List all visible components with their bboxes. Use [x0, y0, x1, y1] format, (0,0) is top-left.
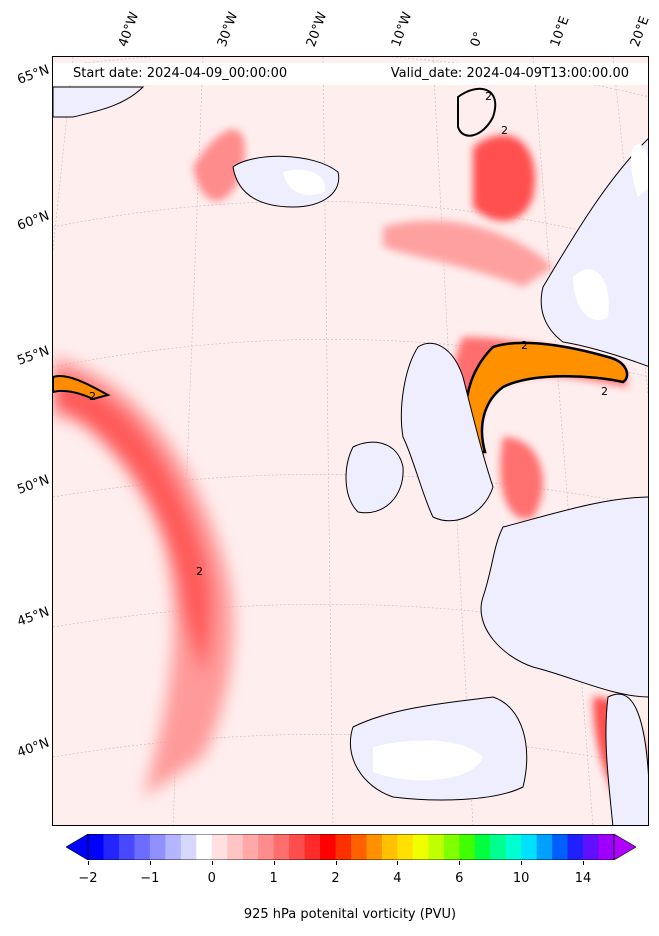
colorbar-cell [180, 834, 197, 860]
colorbar-cell [490, 834, 507, 860]
colorbar-cell [552, 834, 569, 860]
lat-label: 50°N [15, 472, 52, 498]
colorbar-extend-high [613, 834, 636, 860]
colorbar-tick-label: −2 [78, 871, 98, 886]
colorbar-tick-label: 4 [393, 871, 402, 886]
colorbar-cell [320, 834, 337, 860]
colorbar-cell [273, 834, 290, 860]
colorbar-outline [87, 834, 615, 860]
colorbar [66, 834, 636, 860]
colorbar-cell [242, 834, 259, 860]
contour-label: 2 [89, 390, 96, 403]
lon-label: 40°W [115, 10, 143, 49]
info-bar [53, 63, 648, 85]
colorbar-cell [351, 834, 367, 860]
colorbar-tick-mark [459, 861, 461, 865]
lat-label: 65°N [15, 62, 52, 88]
colorbar-tick-mark [211, 861, 213, 865]
lat-label: 55°N [15, 343, 52, 369]
pv-map: 2 2 2 2 2 2 [53, 57, 648, 825]
lat-label: 40°N [15, 735, 52, 761]
colorbar-extend-low [66, 834, 89, 860]
contour-labels: 2 2 2 2 2 2 [89, 90, 608, 578]
contour-label: 2 [521, 339, 528, 352]
colorbar-cell [88, 834, 104, 860]
colorbar-cell [289, 834, 306, 860]
colorbar-cell [118, 834, 135, 860]
snow-patches [283, 144, 648, 781]
colorbar-tick-label: 1 [269, 871, 278, 886]
lat-label: 45°N [15, 604, 52, 630]
colorbar-cell [103, 834, 120, 860]
colorbar-cell [258, 834, 275, 860]
lon-label: 20°W [303, 10, 331, 49]
colorbar-tick-label: 14 [574, 871, 592, 886]
colorbar-label: 925 hPa potenital vorticity (PVU) [243, 907, 457, 922]
colorbar-cell [134, 834, 151, 860]
colorbar-tick-mark [521, 861, 523, 865]
ireland [345, 441, 404, 514]
colorbar-cell [381, 834, 398, 860]
colorbar-tick-label: 2 [331, 871, 340, 886]
colorbar-cell [397, 834, 414, 860]
map-panel: 2 2 2 2 2 2 [52, 56, 649, 826]
scandinavia [540, 138, 648, 367]
colorbar-cell [211, 834, 228, 860]
colorbar-tick-mark [273, 861, 275, 865]
colorbar-cell [165, 834, 182, 860]
colorbar-tick-mark [397, 861, 399, 865]
lon-label: 20°E [627, 14, 653, 50]
colorbar-cell [227, 834, 244, 860]
colorbar-tick-mark [88, 861, 89, 865]
contour-label: 2 [501, 124, 508, 137]
colorbar-tick-mark [583, 861, 585, 865]
pv-contour-west [53, 375, 111, 401]
lon-label: 10°W [388, 10, 416, 49]
colorbar-cell [583, 834, 600, 860]
colorbar-tick-mark [149, 861, 151, 865]
lon-label: 30°W [214, 10, 242, 49]
colorbar-cell [412, 834, 429, 860]
colorbar-cell [567, 834, 584, 860]
colorbar-cell [598, 834, 615, 860]
colorbar-cell [443, 834, 460, 860]
colorbar-cell [366, 834, 383, 860]
colorbar-cell [521, 834, 538, 860]
continental-europe [480, 496, 648, 698]
lon-label: 10°E [547, 14, 573, 50]
lat-label: 60°N [15, 208, 52, 234]
colorbar-cell [536, 834, 553, 860]
lon-label: 0° [467, 29, 488, 49]
contour-label: 2 [485, 90, 492, 103]
colorbar-cell [428, 834, 445, 860]
contour-label: 2 [601, 385, 608, 398]
colorbar-cell [474, 834, 491, 860]
colorbar-cell [335, 834, 352, 860]
colorbar-cell [196, 834, 213, 860]
pv-band-atlantic [53, 357, 234, 797]
colorbar-cell [505, 834, 522, 860]
great-britain [400, 342, 494, 522]
colorbar-tick-label: 10 [512, 871, 530, 886]
pv-contour-norway [457, 87, 497, 137]
greenland [53, 86, 145, 118]
colorbar-cell [149, 834, 166, 860]
colorbar-tick-mark [335, 861, 337, 865]
colorbar-tick-label: 6 [455, 871, 464, 886]
colorbar-tick-label: −1 [140, 871, 160, 886]
valid-date: Valid_date: 2024-04-09T13:00:00.00 [390, 66, 629, 81]
colorbar-cell [304, 834, 321, 860]
start-date: Start date: 2024-04-09_00:00:00 [73, 66, 288, 81]
italy-balkans [605, 693, 648, 825]
colorbar-tick-label: 0 [207, 871, 216, 886]
contour-label: 2 [196, 565, 203, 578]
colorbar-cell [459, 834, 476, 860]
